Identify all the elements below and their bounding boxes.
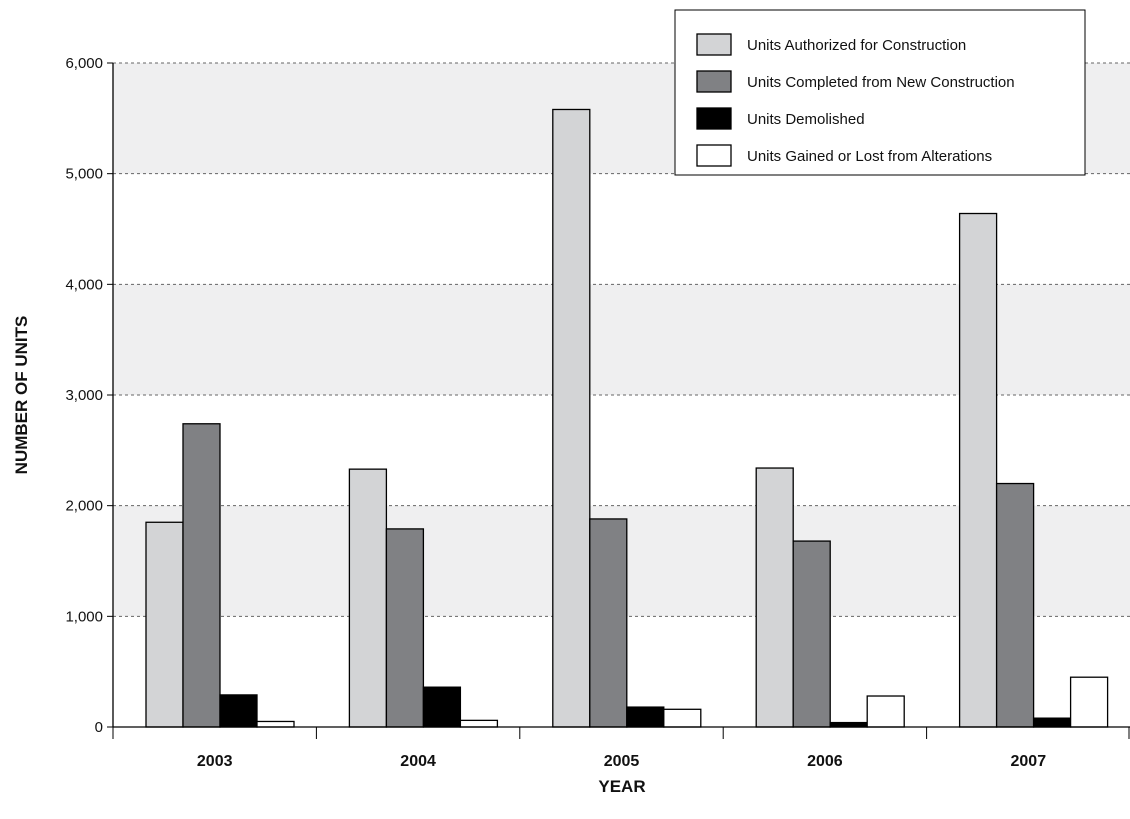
bar-2004-series-4 — [459, 719, 499, 728]
x-axis-title: YEAR — [598, 777, 645, 796]
bar-2007-series-2 — [995, 482, 1035, 728]
y-tick-labels: 0 1,000 2,000 3,000 4,000 5,000 6,000 — [65, 55, 103, 736]
y-tick-label: 4,000 — [65, 276, 103, 293]
legend-label: Units Completed from New Construction — [747, 74, 1015, 91]
legend-swatch — [696, 70, 732, 93]
bar-2003-series-4 — [256, 720, 295, 728]
y-tick-label: 5,000 — [65, 166, 103, 183]
bar-2004-series-2 — [385, 528, 425, 728]
x-tick-label: 2004 — [400, 753, 436, 770]
bar-2006-series-2 — [792, 540, 831, 728]
y-tick-label: 1,000 — [65, 608, 103, 625]
x-tick-label: 2005 — [604, 753, 640, 770]
x-tick-label: 2006 — [807, 753, 843, 770]
bar-2004-series-1 — [348, 468, 388, 728]
bar-2005-series-1 — [552, 108, 591, 728]
legend-label: Units Authorized for Construction — [747, 37, 966, 54]
bar-2007-series-4 — [1069, 676, 1109, 728]
legend-swatch — [696, 107, 732, 130]
y-tick-label: 2,000 — [65, 498, 103, 515]
bar-2003-series-3 — [219, 694, 258, 728]
y-tick-label: 6,000 — [65, 55, 103, 72]
bar-2003-series-1 — [145, 521, 184, 728]
axes — [112, 63, 1130, 739]
legend-box — [674, 9, 1086, 176]
bar-2006-series-1 — [755, 467, 794, 728]
legend-swatch — [696, 144, 732, 167]
bar-2006-series-3 — [829, 721, 868, 728]
bar-2005-series-3 — [626, 706, 665, 728]
bar-2004-series-3 — [422, 686, 462, 728]
legend-label: Units Demolished — [747, 111, 865, 128]
legend-label: Units Gained or Lost from Alterations — [747, 148, 992, 165]
legend: Units Authorized for Construction Units C… — [674, 9, 1086, 176]
bar-2005-series-4 — [663, 708, 702, 728]
bars — [145, 108, 1109, 728]
x-tick-labels: 2003 2004 2005 2006 2007 — [197, 753, 1046, 770]
y-tick-label: 0 — [95, 719, 103, 736]
y-tick-label: 3,000 — [65, 387, 103, 404]
x-tick-label: 2007 — [1011, 753, 1047, 770]
x-tick-label: 2003 — [197, 753, 233, 770]
bar-2003-series-2 — [182, 423, 221, 728]
bar-2007-series-3 — [1032, 717, 1072, 728]
bar-2006-series-4 — [866, 695, 905, 728]
bar-2007-series-1 — [958, 212, 998, 728]
bar-2005-series-2 — [589, 518, 628, 728]
legend-swatch — [696, 33, 732, 56]
y-axis-title: NUMBER OF UNITS — [12, 316, 31, 475]
